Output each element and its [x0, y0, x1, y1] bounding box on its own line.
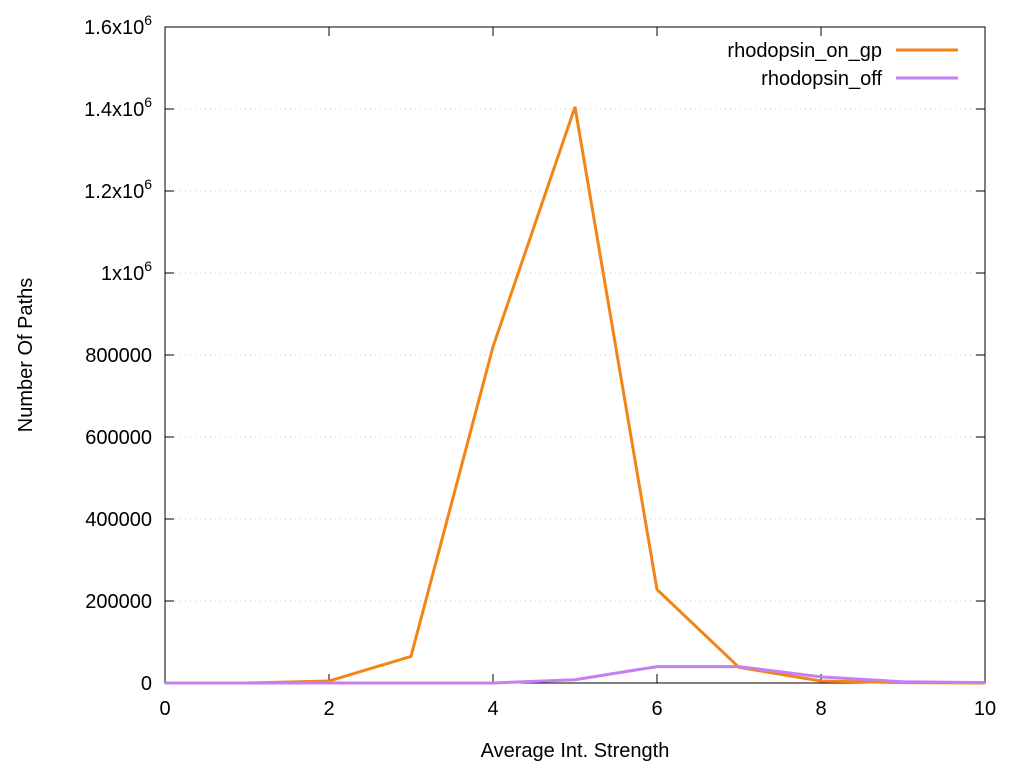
- y-tick-label: 400000: [85, 509, 152, 531]
- series-line-rhodopsin_off: [165, 665, 986, 685]
- x-tick-label: 10: [974, 698, 996, 720]
- y-tick-label: 1.4x106: [84, 94, 152, 121]
- grid-lines: [165, 108, 985, 602]
- x-tick-label: 0: [159, 698, 170, 720]
- y-tick-label: 1.6x106: [84, 12, 152, 39]
- x-tick-label: 8: [815, 698, 826, 720]
- x-axis-title: Average Int. Strength: [481, 740, 670, 762]
- legend-label-rhodopsin_off: rhodopsin_off: [761, 68, 882, 90]
- y-tick-label: 800000: [85, 345, 152, 367]
- series-lines: [165, 106, 986, 685]
- legend: rhodopsin_on_gp rhodopsin_off: [727, 40, 958, 90]
- y-tick-label: 1x106: [101, 258, 152, 285]
- y-tick-label: 600000: [85, 427, 152, 449]
- y-tick-label: 0: [141, 673, 152, 695]
- y-axis-title: Number Of Paths: [15, 278, 37, 433]
- axis-ticks: 0 200000 400000 600000 800000 1x106 1.2x106 1.4…: [84, 12, 996, 720]
- x-tick-label: 6: [651, 698, 662, 720]
- y-tick-label: 1.2x106: [84, 176, 152, 203]
- series-line-rhodopsin_on_gp: [165, 106, 986, 685]
- x-tick-label: 4: [487, 698, 498, 720]
- legend-label-rhodopsin_on_gp: rhodopsin_on_gp: [727, 40, 882, 62]
- y-tick-label: 200000: [85, 591, 152, 613]
- x-tick-label: 2: [323, 698, 334, 720]
